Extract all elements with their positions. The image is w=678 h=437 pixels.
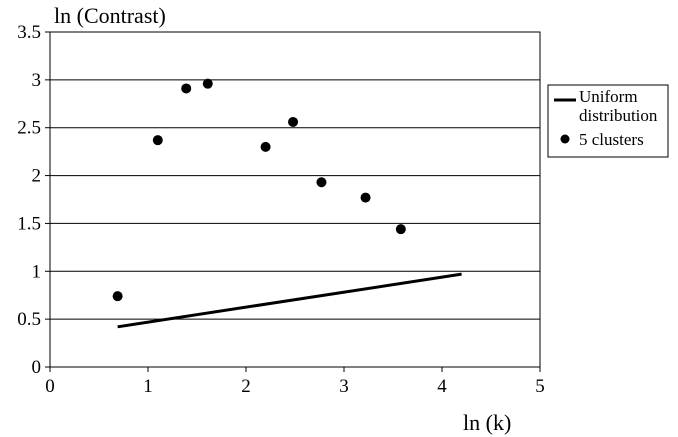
data-point-5-clusters-1 <box>152 135 163 146</box>
legend-dot-swatch <box>560 134 570 144</box>
y-tick-label-0: 0 <box>32 357 42 378</box>
x-tick-label-4: 4 <box>437 376 447 397</box>
y-axis-title: ln (Contrast) <box>54 3 166 28</box>
x-tick-label-3: 3 <box>339 376 349 397</box>
series-line-uniform-distribution <box>117 272 462 329</box>
x-tick-label-2: 2 <box>241 376 251 397</box>
data-point-5-clusters-6 <box>316 177 327 188</box>
data-point-5-clusters-8 <box>395 224 406 235</box>
plot-area <box>49 31 541 368</box>
series-layer <box>112 78 462 329</box>
x-tick-label-5: 5 <box>535 376 545 397</box>
y-tick-label-4: 2 <box>32 166 42 187</box>
data-point-5-clusters-5 <box>288 116 299 127</box>
legend-label-uniform: Uniform <box>579 87 638 106</box>
y-tick-label-7: 3.5 <box>17 22 41 43</box>
y-tick-label-5: 2.5 <box>17 118 41 139</box>
y-tick-label-3: 1.5 <box>17 213 41 234</box>
x-axis-title: ln (k) <box>463 410 511 435</box>
x-tick-label-0: 0 <box>45 376 55 397</box>
y-tick-labels: 0 0.5 1 1.5 2 2.5 3 3.5 <box>17 22 41 378</box>
x-tick-label-1: 1 <box>143 376 153 397</box>
legend: Uniform distribution 5 clusters <box>547 84 669 158</box>
y-tick-label-2: 1 <box>32 261 42 282</box>
legend-label-5-clusters: 5 clusters <box>579 130 644 149</box>
data-point-5-clusters-2 <box>181 83 192 94</box>
x-tick-labels: 0 1 2 3 4 5 <box>45 376 545 397</box>
data-point-5-clusters-4 <box>260 141 271 152</box>
data-point-5-clusters-3 <box>202 78 213 89</box>
data-point-5-clusters-0 <box>112 291 123 302</box>
gridlines <box>45 31 541 372</box>
legend-box <box>547 84 669 158</box>
data-point-5-clusters-7 <box>360 192 371 203</box>
y-tick-label-6: 3 <box>32 70 42 91</box>
y-tick-label-1: 0.5 <box>17 309 41 330</box>
legend-label-distribution: distribution <box>579 106 658 125</box>
